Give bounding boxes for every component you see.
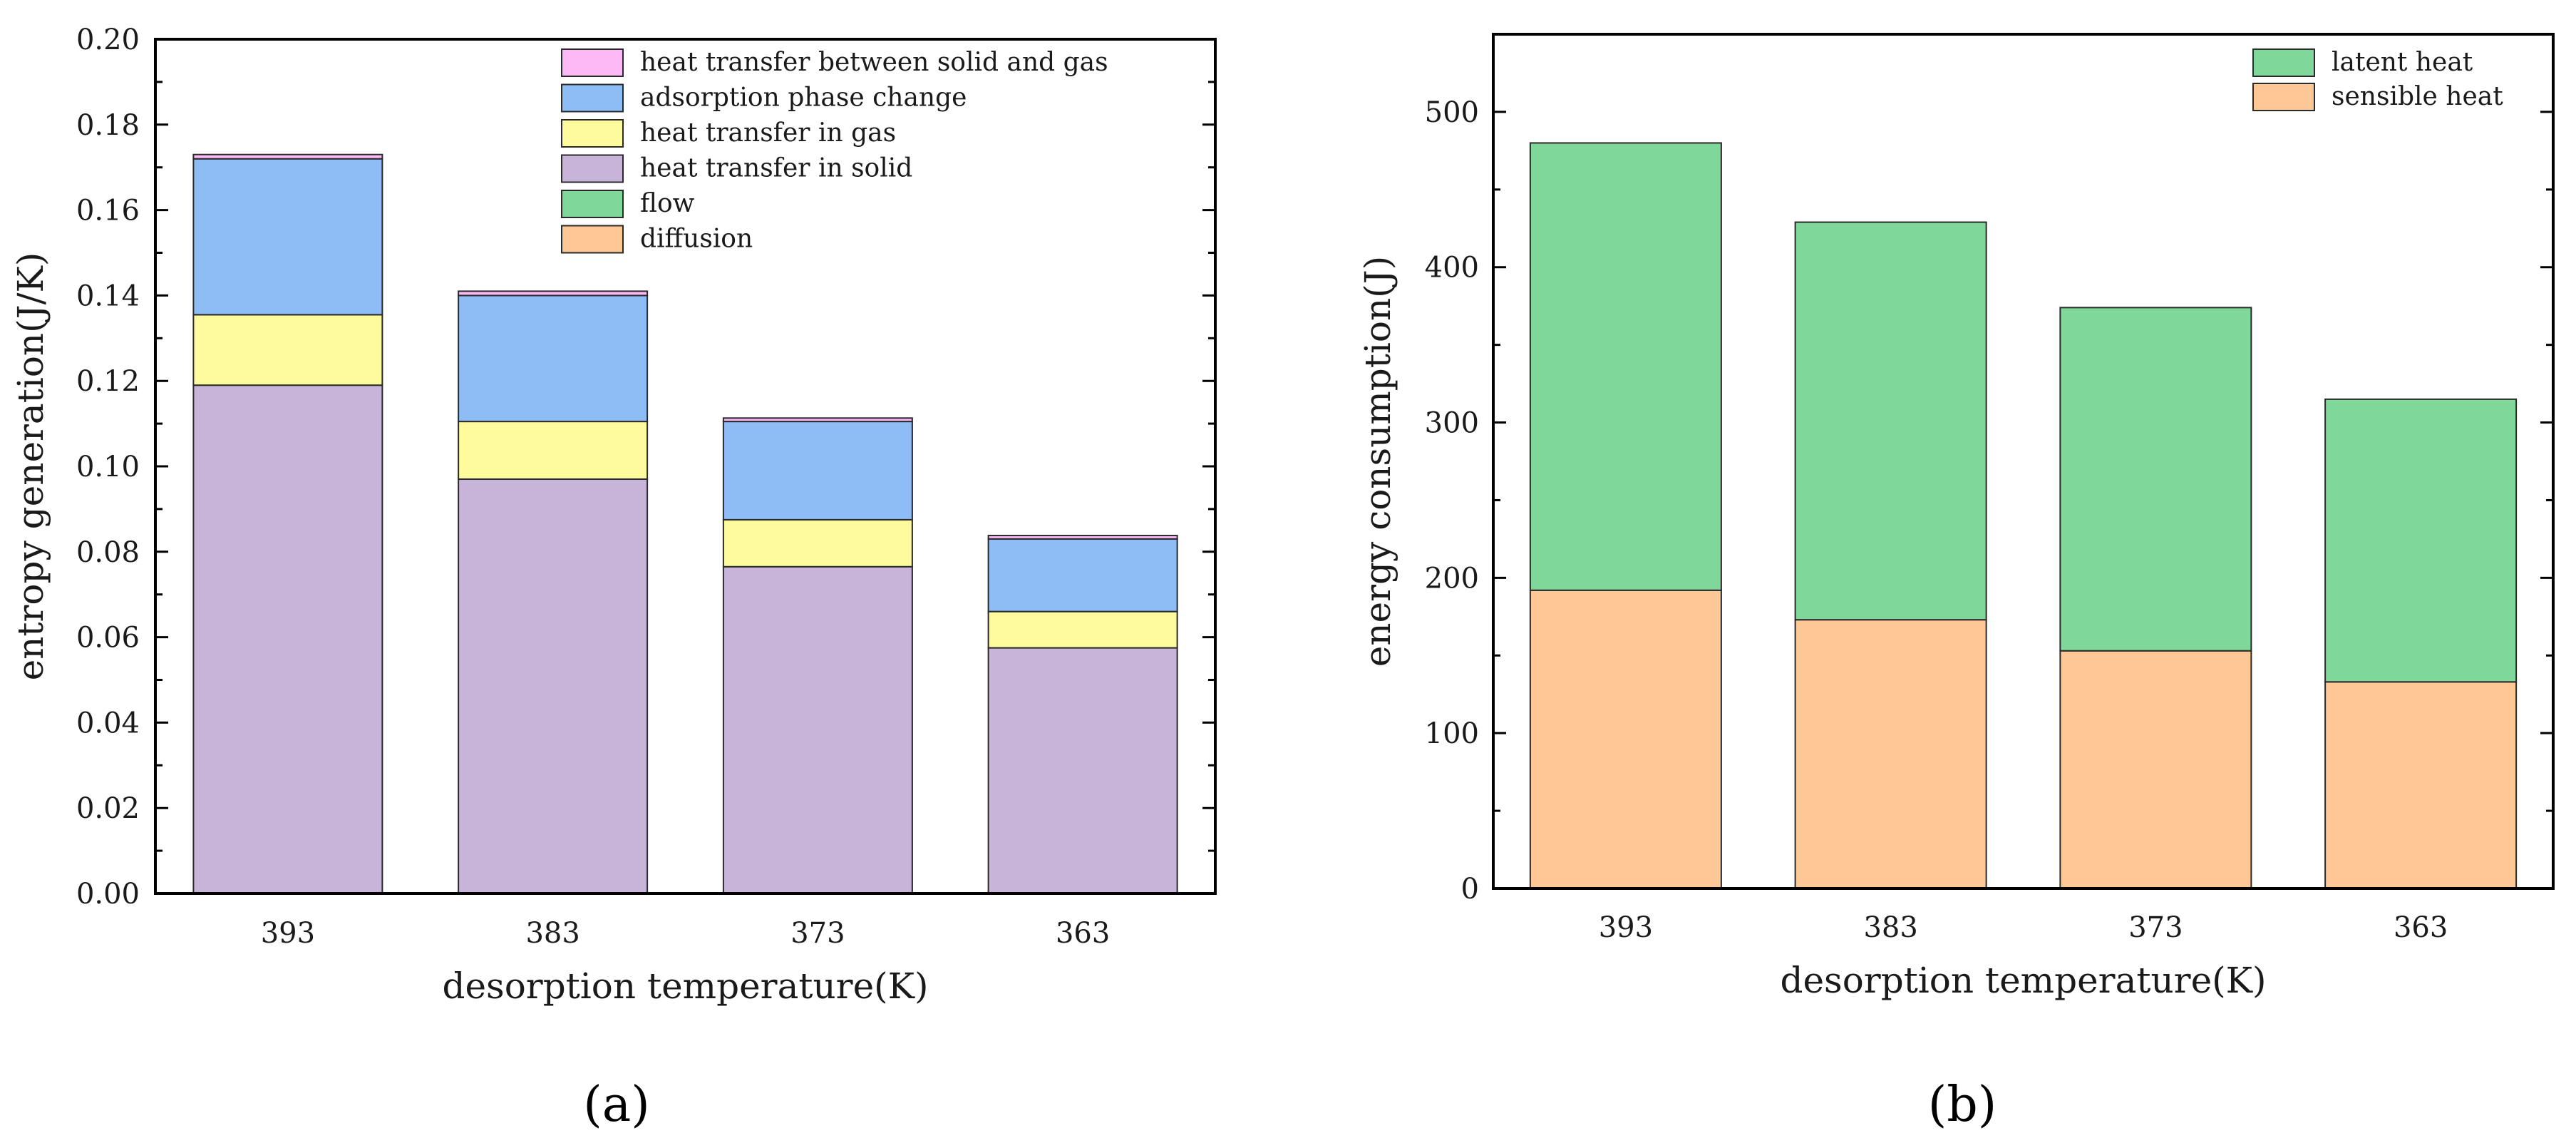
legend-label-heat-transfer-in-gas: heat transfer in gas xyxy=(640,118,896,148)
x-axis-title-b: desorption temperature(K) xyxy=(1780,960,2266,1001)
legend-swatch-flow xyxy=(561,190,624,218)
bar-a-383-heat-transfer-in-gas xyxy=(458,421,649,480)
legend-swatch-heat-transfer-between-solid-and-gas xyxy=(561,48,624,77)
legend-swatch-sensible-heat xyxy=(2252,83,2315,111)
bar-b-363-sensible-heat xyxy=(2324,681,2518,889)
bar-a-373-adsorption-phase-change xyxy=(722,421,913,521)
x-tick-label-b: 393 xyxy=(1599,911,1653,944)
bar-a-363-heat-transfer-in-solid xyxy=(987,647,1178,894)
x-tick-label-a: 383 xyxy=(525,917,579,950)
chart-panel-a: 0.00 0.02 0.04 0.06 0.08 0.10 0.12 0.14 0.16 0.18… xyxy=(10,24,1217,1007)
y-tick-label-a: 0.08 xyxy=(76,536,140,569)
legend-swatch-latent-heat xyxy=(2252,48,2315,77)
y-tick-label-a: 0.02 xyxy=(76,792,140,825)
bar-a-393-heat-transfer-in-gas xyxy=(192,314,383,386)
bar-b-393-latent-heat xyxy=(1529,142,1722,591)
bar-a-393-adsorption-phase-change xyxy=(192,158,383,316)
legend-b: latent heat sensible heat xyxy=(2252,48,2503,111)
y-axis-title-a: entropy generation(J/K) xyxy=(10,252,51,681)
bar-a-363-heat-transfer-in-gas xyxy=(987,610,1178,649)
legend-swatch-diffusion xyxy=(561,225,624,254)
y-tick-label-b: 100 xyxy=(1425,717,1479,750)
legend-label-sensible-heat: sensible heat xyxy=(2332,82,2503,111)
bar-a-363-adsorption-phase-change xyxy=(987,538,1178,612)
legend-label-diffusion: diffusion xyxy=(640,225,753,254)
x-tick-label-b: 383 xyxy=(1863,911,1917,944)
y-tick-label-a: 0.20 xyxy=(76,24,140,56)
legend-label-flow: flow xyxy=(640,189,695,218)
bar-a-383-heat-transfer-between-solid-and-gas xyxy=(458,290,649,297)
axis-frame-b xyxy=(1492,33,2555,890)
panel-label-b: (b) xyxy=(1928,1077,1997,1133)
bar-a-383-heat-transfer-in-solid xyxy=(458,478,649,894)
y-tick-label-b: 500 xyxy=(1425,96,1479,129)
bar-a-393-heat-transfer-between-solid-and-gas xyxy=(192,153,383,160)
bar-a-373-heat-transfer-between-solid-and-gas xyxy=(722,417,913,423)
legend-a: heat transfer between solid and gas adsor… xyxy=(561,48,1108,254)
x-tick-label-a: 393 xyxy=(261,917,315,950)
bar-b-393-sensible-heat xyxy=(1529,589,1722,889)
legend-swatch-heat-transfer-in-solid xyxy=(561,154,624,183)
bar-b-383-sensible-heat xyxy=(1794,619,1987,889)
bar-a-383-adsorption-phase-change xyxy=(458,294,649,423)
legend-label-heat-transfer-in-solid: heat transfer in solid xyxy=(640,154,912,183)
y-tick-label-b: 200 xyxy=(1425,562,1479,595)
legend-swatch-adsorption-phase-change xyxy=(561,83,624,113)
x-tick-label-b: 373 xyxy=(2128,911,2183,944)
bar-b-363-latent-heat xyxy=(2324,398,2518,683)
legend-label-latent-heat: latent heat xyxy=(2332,48,2473,77)
x-tick-label-b: 363 xyxy=(2394,911,2448,944)
x-axis-title-a: desorption temperature(K) xyxy=(442,965,928,1007)
y-tick-label-b: 0 xyxy=(1461,873,1479,906)
y-tick-label-a: 0.14 xyxy=(76,280,140,312)
bar-b-383-latent-heat xyxy=(1794,221,1987,621)
panel-label-a: (a) xyxy=(583,1077,650,1133)
bar-a-363-heat-transfer-between-solid-and-gas xyxy=(987,535,1178,540)
legend-swatch-heat-transfer-in-gas xyxy=(561,119,624,148)
bar-b-373-latent-heat xyxy=(2059,307,2252,652)
legend-label-heat-transfer-between-solid-and-gas: heat transfer between solid and gas xyxy=(640,48,1108,77)
x-tick-label-a: 373 xyxy=(790,917,845,950)
y-tick-label-a: 0.16 xyxy=(76,195,140,227)
y-tick-label-a: 0.04 xyxy=(76,707,140,739)
y-tick-label-a: 0.18 xyxy=(76,109,140,142)
y-tick-label-a: 0.06 xyxy=(76,622,140,655)
bar-a-373-heat-transfer-in-gas xyxy=(722,518,913,568)
y-tick-label-a: 0.12 xyxy=(76,365,140,398)
bar-b-373-sensible-heat xyxy=(2059,650,2252,889)
bar-a-373-heat-transfer-in-solid xyxy=(722,565,913,894)
bar-a-393-heat-transfer-in-solid xyxy=(192,384,383,894)
chart-panel-b: 0 100 200 300 400 500 393 383 373 363 desorption t… xyxy=(1357,33,2555,1001)
legend-label-adsorption-phase-change: adsorption phase change xyxy=(640,83,967,113)
y-tick-label-b: 300 xyxy=(1425,407,1479,440)
y-tick-label-b: 400 xyxy=(1425,252,1479,285)
y-tick-label-a: 0.10 xyxy=(76,451,140,483)
y-tick-label-a: 0.00 xyxy=(76,878,140,911)
x-tick-label-a: 363 xyxy=(1056,917,1110,950)
y-axis-title-b: energy consumption(J) xyxy=(1357,256,1398,667)
